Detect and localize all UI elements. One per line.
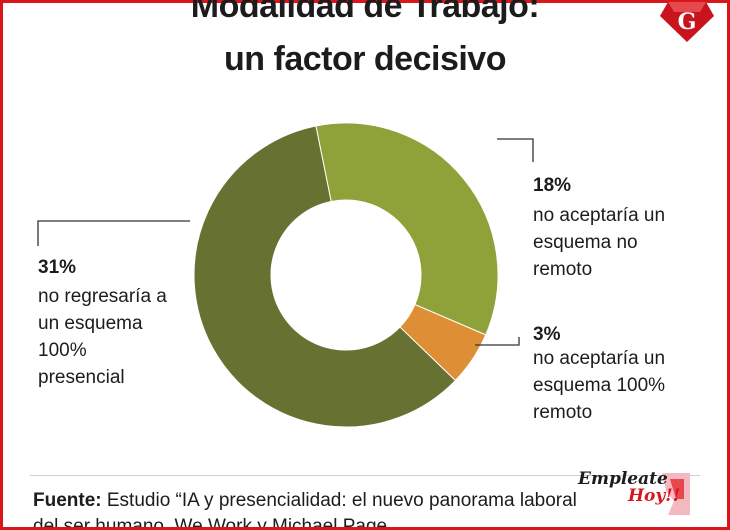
- leader-line-18: [497, 138, 534, 162]
- leader-line-31: [37, 220, 190, 246]
- slice-label-desc: no aceptaría un esquema 100% remoto: [533, 348, 666, 423]
- source-note: Fuente: Estudio “IA y presencialidad: el…: [33, 490, 577, 511]
- slice-label-pct: 18%: [533, 175, 572, 196]
- logo-g-icon: G: [660, 2, 714, 42]
- leader-line-3: [475, 337, 520, 346]
- chart-title-line2: un factor decisivo: [224, 40, 506, 78]
- brand-line1: Empleate: [578, 469, 668, 489]
- brand-logo: Empleate Hoy!!: [578, 465, 694, 515]
- logo-letter: G: [678, 9, 697, 35]
- chart-title-line1: Modalidad de Trabajo:: [190, 0, 540, 25]
- donut-slice-18: [315, 122, 499, 336]
- slice-label-pct: 31%: [38, 257, 77, 278]
- slice-label-pct: 3%: [533, 324, 561, 345]
- flag-icon: [662, 473, 690, 515]
- slice-label-desc: no aceptaría un esquema no remoto: [533, 205, 666, 280]
- slice-label-desc: no regresaría a un esquema 100% presenci…: [38, 286, 167, 388]
- brand-line2: Hoy!!: [628, 486, 681, 506]
- donut-slice-31: [193, 125, 457, 428]
- source-note-line2: del ser humano. We Work y Michael Page: [33, 516, 388, 527]
- footer-divider: [30, 475, 700, 476]
